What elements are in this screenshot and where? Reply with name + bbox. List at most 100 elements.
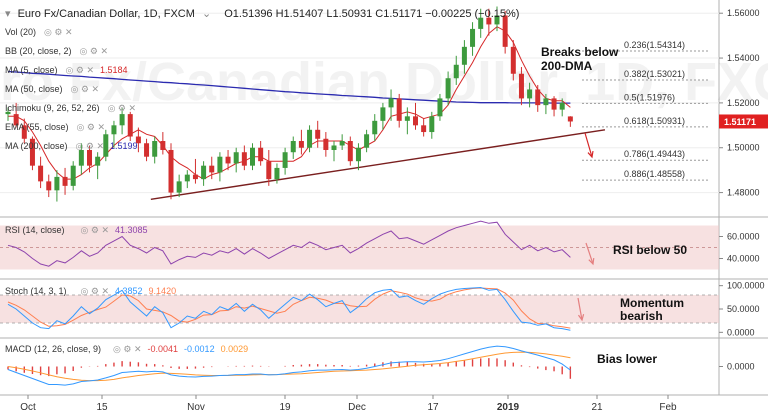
candle-body [347, 141, 353, 162]
time-axis-label: Feb [659, 402, 677, 413]
indicator-legend-item[interactable]: Vol (20) ◎ ⚙ ✕ [5, 27, 73, 37]
candle [445, 71, 451, 106]
candle [217, 152, 223, 182]
stoch-label[interactable]: Stoch (14, 3, 1) ◎ ⚙ ✕ 4.3852 9.1420 [5, 286, 176, 296]
annotation-dma: 200-DMA [541, 59, 593, 73]
indicator-settings-icons[interactable]: ◎ ⚙ ✕ [76, 141, 104, 151]
candle-body [527, 89, 533, 99]
indicator-settings-icons[interactable]: ◎ ⚙ ✕ [44, 27, 72, 37]
candle [470, 22, 476, 56]
stoch-axis-label: 50.0000 [727, 304, 760, 314]
candle [372, 114, 378, 142]
stoch-settings-icons[interactable]: ◎ ⚙ ✕ [81, 286, 109, 296]
candle [127, 111, 133, 142]
indicator-settings-icons[interactable]: ◎ ⚙ ✕ [80, 46, 108, 56]
candle [323, 132, 329, 157]
price-axis-label: 1.56000 [727, 8, 760, 18]
indicator-legend-item[interactable]: MA (200, close) ◎ ⚙ ✕ 1.5199 [5, 141, 138, 151]
candle-body [543, 98, 549, 106]
candle [518, 67, 524, 106]
symbol-dropdown-icon[interactable]: ⌄ [202, 8, 211, 20]
candle-body [380, 107, 386, 121]
candle [510, 40, 516, 81]
macd-settings-icons[interactable]: ◎ ⚙ ✕ [113, 344, 141, 354]
candle-body [559, 102, 565, 110]
macd-label[interactable]: MACD (12, 26, close, 9) ◎ ⚙ ✕ -0.0041 -0.00… [5, 344, 248, 354]
candle-body [502, 15, 508, 47]
candle [535, 84, 541, 112]
candle-body [78, 149, 84, 166]
candle [429, 111, 435, 139]
candle [315, 120, 321, 148]
candle-body [404, 116, 410, 121]
candle-body [421, 125, 427, 133]
time-axis-label: 2019 [497, 402, 520, 413]
fib-level-label: 0.5(1.51976) [624, 92, 675, 102]
time-axis-label: Nov [187, 402, 205, 413]
candle [258, 141, 264, 166]
candle [168, 143, 174, 200]
candle [559, 98, 565, 117]
candle [250, 143, 255, 171]
indicator-settings-icons[interactable]: ◎ ⚙ ✕ [71, 84, 99, 94]
macd-signal-line [7, 351, 571, 382]
candle-body [567, 116, 573, 122]
candle [388, 89, 394, 121]
candle [54, 170, 60, 202]
time-axis-label: Dec [348, 402, 366, 413]
fib-level-label: 0.886(1.48558) [624, 169, 685, 179]
candle [453, 55, 459, 85]
candle-body [168, 149, 174, 193]
candle [413, 102, 418, 130]
candle-body [103, 134, 109, 157]
indicator-legend-item[interactable]: MA (50, close) ◎ ⚙ ✕ [5, 84, 99, 94]
candle-body [13, 114, 19, 126]
candle [78, 143, 84, 175]
indicator-label: Vol (20) [5, 27, 36, 37]
candle-body [331, 145, 337, 150]
indicator-value: 1.5199 [110, 141, 138, 151]
candle [461, 40, 467, 74]
candle-body [355, 147, 361, 162]
candle [46, 174, 52, 198]
symbol-title[interactable]: Euro Fx/Canadian Dollar, 1D, FXCM [18, 8, 195, 20]
candle-body [470, 28, 476, 47]
candle [486, 8, 492, 36]
ma200-line [7, 70, 571, 104]
ma5-line [8, 26, 571, 180]
candle [396, 93, 402, 128]
candle-body [5, 111, 11, 115]
candle-body [241, 152, 247, 166]
candle-body [29, 138, 35, 166]
candle-body [192, 174, 198, 180]
price-down-arrow [584, 132, 594, 159]
annotation-momentum-1: Momentum [620, 296, 684, 310]
time-axis-label: 15 [96, 402, 108, 413]
rsi-axis-label: 40.0000 [727, 254, 760, 264]
candle [184, 170, 190, 189]
candle [5, 107, 11, 121]
candle-body [176, 181, 182, 193]
candle [347, 136, 353, 166]
candle-body [38, 165, 44, 182]
candle-body [135, 136, 141, 144]
rsi-label[interactable]: RSI (14, close) ◎ ⚙ ✕ 41.3085 [5, 225, 148, 235]
candle-body [445, 78, 451, 99]
indicator-legend-item[interactable]: BB (20, close, 2) ◎ ⚙ ✕ [5, 46, 108, 56]
indicator-settings-icons[interactable]: ◎ ⚙ ✕ [66, 65, 94, 75]
candle-body [364, 134, 370, 148]
indicator-label: MA (200, close) [5, 141, 68, 151]
candle [233, 147, 239, 173]
candle-body [518, 73, 524, 99]
collapse-icon[interactable]: ▾ [5, 8, 11, 20]
indicator-legend-item[interactable]: MA (5, close) ◎ ⚙ ✕ 1.5184 [5, 65, 128, 75]
indicator-settings-icons[interactable]: ◎ ⚙ ✕ [77, 122, 105, 132]
candle [355, 143, 361, 171]
indicator-legend-item[interactable]: EMA (55, close) ◎ ⚙ ✕ [5, 122, 105, 132]
indicator-legend-item[interactable]: Ichimoku (9, 26, 52, 26) ◎ ⚙ ✕ [5, 103, 136, 113]
candle [38, 156, 44, 189]
candle [176, 174, 182, 198]
rsi-settings-icons[interactable]: ◎ ⚙ ✕ [81, 225, 109, 235]
indicator-settings-icons[interactable]: ◎ ⚙ ✕ [108, 103, 136, 113]
indicator-label: Ichimoku (9, 26, 52, 26) [5, 103, 100, 113]
